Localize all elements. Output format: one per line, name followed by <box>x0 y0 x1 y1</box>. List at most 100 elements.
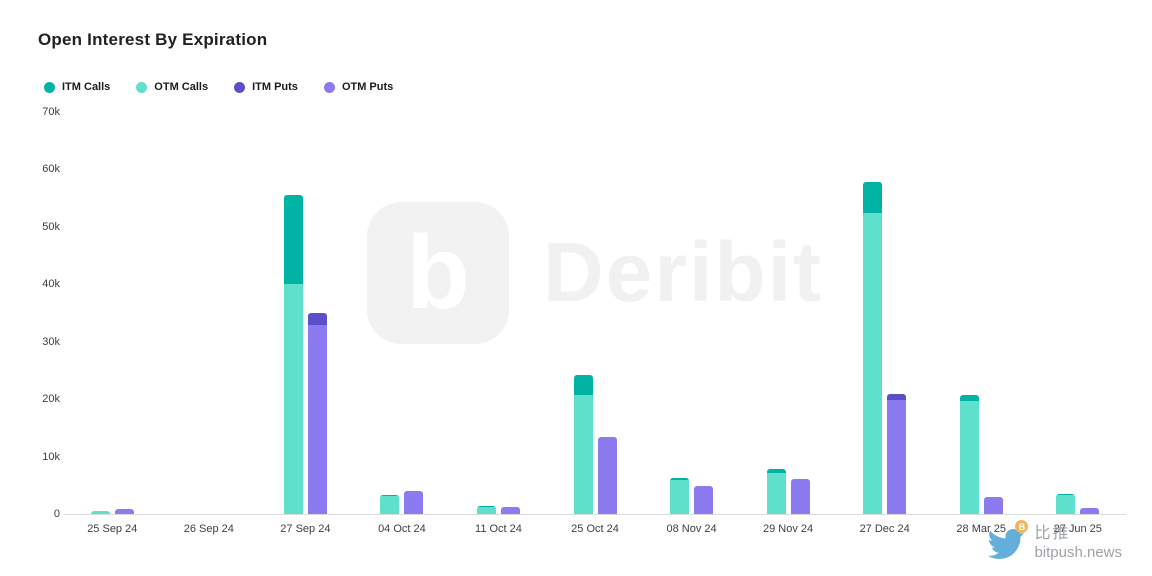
bar-segment-otm-puts <box>597 437 617 514</box>
y-tick-label: 40k <box>42 278 60 291</box>
calls-bar <box>573 375 593 514</box>
x-tick-label: 27 Dec 24 <box>859 523 910 535</box>
bitpush-cn-label: 比推 <box>1034 525 1071 542</box>
bar-segment-otm-puts <box>694 485 714 514</box>
x-tick-label: 25 Oct 24 <box>571 523 619 535</box>
bitpush-bird-icon: B <box>986 520 1029 564</box>
legend-dot <box>136 81 148 93</box>
legend-item-itm-calls[interactable]: ITM Calls <box>44 81 110 93</box>
bar-segment-itm-calls <box>573 375 593 396</box>
bar-segment-otm-calls <box>90 511 110 514</box>
bar-segment-otm-calls <box>1056 495 1076 514</box>
calls-bar <box>766 469 786 514</box>
bar-segment-otm-calls <box>380 496 400 514</box>
legend-item-otm-calls[interactable]: OTM Calls <box>136 81 208 93</box>
bar-segment-otm-calls <box>283 284 303 514</box>
bar-group <box>933 112 1030 514</box>
bar-segment-otm-puts <box>114 508 134 514</box>
x-tick-label: 29 Nov 24 <box>763 523 814 535</box>
bar-segment-itm-calls <box>283 195 303 285</box>
calls-bar <box>283 195 303 514</box>
y-tick-label: 0 <box>53 508 60 520</box>
calls-bar <box>380 495 400 514</box>
bar-segment-otm-puts <box>983 496 1003 514</box>
bar-group <box>836 112 933 514</box>
calls-bar <box>959 395 979 514</box>
puts-bar <box>307 313 327 514</box>
bar-group <box>161 112 258 514</box>
bar-group <box>547 112 644 514</box>
puts-bar <box>887 393 907 514</box>
legend-label: OTM Puts <box>341 81 394 93</box>
bar-segment-itm-calls <box>766 469 786 473</box>
puts-bar <box>694 485 714 514</box>
calls-bar <box>670 477 690 514</box>
bar-segment-otm-puts <box>1080 508 1100 514</box>
legend-dot <box>323 81 335 93</box>
legend: ITM Calls OTM Calls ITM Puts OTM Puts <box>44 80 1152 94</box>
bar-group <box>64 112 161 514</box>
x-tick-label: 26 Sep 24 <box>183 523 234 535</box>
bar-group <box>1029 112 1126 514</box>
y-tick-label: 50k <box>42 220 60 233</box>
bar-segment-otm-calls <box>476 506 496 514</box>
bar-segment-itm-calls <box>863 182 883 214</box>
bar-group <box>740 112 837 514</box>
puts-bar <box>404 491 424 514</box>
legend-label: ITM Puts <box>252 81 298 93</box>
calls-bar <box>1056 493 1076 514</box>
legend-item-itm-puts[interactable]: ITM Puts <box>234 81 298 93</box>
puts-bar <box>1080 508 1100 514</box>
y-tick-label: 30k <box>42 335 60 348</box>
bitpush-site-label: bitpush.news <box>1034 544 1122 561</box>
x-tick-label: 08 Nov 24 <box>666 523 717 535</box>
legend-dot <box>44 81 55 93</box>
y-tick-label: 70k <box>42 106 60 118</box>
legend-dot <box>234 81 246 93</box>
bar-segment-itm-puts <box>307 313 327 325</box>
calls-bar <box>90 511 110 514</box>
legend-item-otm-puts[interactable]: OTM Puts <box>323 81 394 93</box>
bar-group <box>257 112 354 514</box>
bar-segment-itm-calls <box>380 495 400 497</box>
legend-label: OTM Calls <box>154 81 209 93</box>
bar-groups <box>64 112 1126 514</box>
bar-segment-otm-puts <box>500 507 520 514</box>
bitpush-watermark: B 比推 bitpush.news <box>986 520 1122 564</box>
puts-bar <box>500 507 520 514</box>
bar-segment-otm-puts <box>307 324 327 514</box>
x-tick-label: 28 Mar 25 <box>956 523 1006 535</box>
plot-area: b Deribit <box>64 112 1126 515</box>
y-axis: 0 10k 20k 30k 40k 50k 60k 70k <box>38 106 64 520</box>
bitcoin-coin-icon: B <box>1015 520 1029 533</box>
x-tick-label: 25 Sep 24 <box>87 523 138 535</box>
bar-segment-otm-puts <box>404 491 424 514</box>
chart-title: Open Interest By Expiration <box>38 30 268 49</box>
puts-bar <box>597 437 617 514</box>
bar-segment-itm-puts <box>887 393 907 400</box>
chart: 0 10k 20k 30k 40k 50k 60k 70k b Deribit <box>38 106 1126 520</box>
puts-bar <box>114 508 134 514</box>
x-tick-label: 27 Jun 25 <box>1053 523 1102 535</box>
bar-segment-itm-calls <box>959 395 979 401</box>
y-tick-label: 10k <box>42 450 60 463</box>
x-tick-label: 04 Oct 24 <box>378 523 426 535</box>
bar-segment-otm-calls <box>766 472 786 514</box>
y-tick-label: 20k <box>42 393 60 406</box>
puts-bar <box>983 496 1003 514</box>
calls-bar <box>863 182 883 514</box>
bar-segment-otm-puts <box>887 399 907 514</box>
bar-segment-otm-calls <box>959 400 979 514</box>
legend-label: ITM Calls <box>62 81 111 93</box>
y-tick-label: 60k <box>42 163 60 176</box>
x-axis: 25 Sep 24 26 Sep 24 27 Sep 24 04 Oct 24 11 O… <box>64 523 1126 535</box>
puts-bar <box>790 478 810 514</box>
bar-group <box>643 112 740 514</box>
bar-segment-itm-calls <box>476 505 496 507</box>
bar-segment-otm-calls <box>863 213 883 514</box>
bar-group <box>450 112 547 514</box>
x-tick-label: 27 Sep 24 <box>280 523 331 535</box>
x-tick-label: 11 Oct 24 <box>475 523 522 535</box>
calls-bar <box>476 505 496 514</box>
